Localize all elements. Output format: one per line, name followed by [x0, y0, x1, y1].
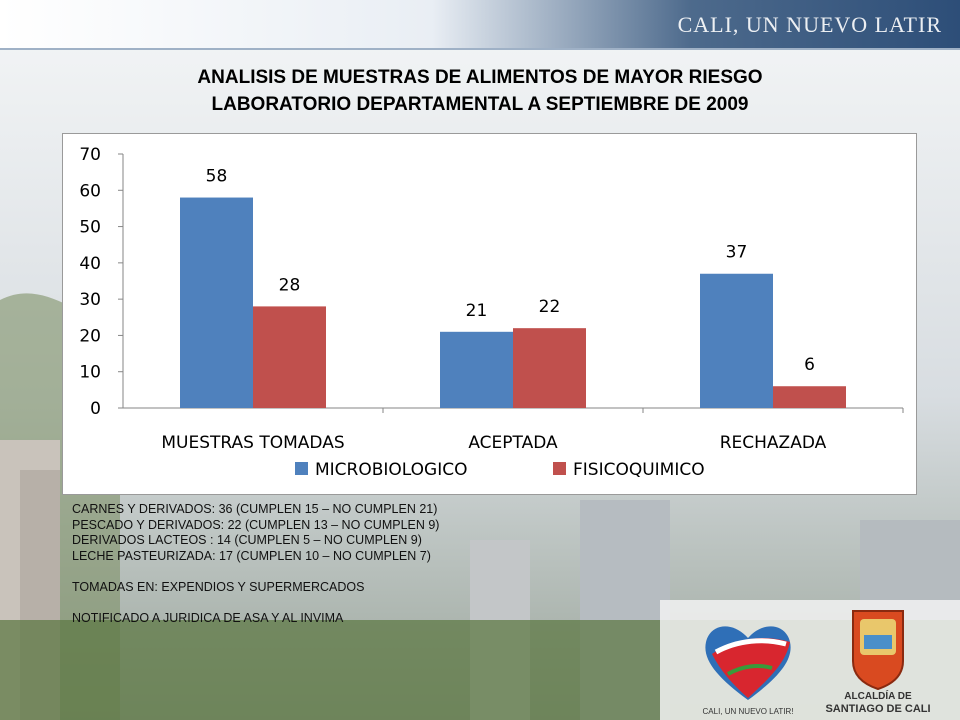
x-category-label: ACEPTADA: [468, 433, 558, 453]
data-label: 58: [206, 167, 228, 187]
title-line-1: ANALISIS DE MUESTRAS DE ALIMENTOS DE MAY…: [197, 67, 763, 88]
legend-swatch-microbiologico: [295, 462, 308, 475]
page-title: ANALISIS DE MUESTRAS DE ALIMENTOS DE MAY…: [60, 64, 900, 118]
legend-label: FISICOQUIMICO: [573, 460, 705, 480]
y-tick-label: 30: [79, 290, 101, 310]
note-line: DERIVADOS LACTEOS : 14 (CUMPLEN 5 – NO C…: [72, 533, 422, 547]
y-tick-label: 40: [79, 254, 101, 274]
seal-caption-2: SANTIAGO DE CALI: [825, 703, 930, 715]
note-line: LECHE PASTEURIZADA: 17 (CUMPLEN 10 – NO …: [72, 548, 431, 563]
alcaldia-seal-logo: ALCALDÍA DE SANTIAGO DE CALI: [825, 610, 931, 715]
y-tick-label: 50: [79, 218, 101, 238]
x-category-label: MUESTRAS TOMADAS: [161, 433, 344, 453]
cali-heart-logo: CALI, UN NUEVO LATIR!: [703, 626, 794, 716]
legend-swatch-fisicoquimico: [553, 462, 566, 475]
y-tick-label: 70: [79, 145, 101, 165]
y-tick-label: 0: [90, 399, 101, 419]
bar-microbiologico-2: [700, 273, 773, 408]
notes-block: CARNES Y DERIVADOS: 36 (CUMPLEN 15 – NO …: [72, 502, 632, 626]
y-tick-label: 20: [79, 326, 101, 346]
data-label: 21: [466, 301, 488, 321]
data-label: 28: [279, 275, 301, 295]
note-spacer: [72, 595, 632, 611]
note-spacer: [72, 564, 632, 580]
data-label: 22: [539, 297, 561, 317]
y-tick-label: 10: [79, 363, 101, 383]
heart-logo-caption: CALI, UN NUEVO LATIR!: [703, 707, 794, 716]
note-line: TOMADAS EN: EXPENDIOS Y SUPERMERCADOS: [72, 579, 365, 594]
seal-caption-1: ALCALDÍA DE: [844, 689, 912, 702]
banner-divider: [0, 48, 960, 50]
chart-panel: 0 10 20 30 40 50 60 70 58 28 MUESTRAS TOMADAS 21 22 A…: [62, 133, 917, 495]
note-line: PESCADO Y DERIVADOS: 22 (CUMPLEN 13 – NO…: [72, 517, 440, 532]
top-banner: [0, 0, 960, 48]
banner-slogan: CALI, UN NUEVO LATIR: [677, 12, 942, 37]
bar-chart: 0 10 20 30 40 50 60 70 58 28 MUESTRAS TOMADAS 21 22 A…: [79, 145, 904, 480]
bar-fisicoquimico-0: [253, 306, 326, 408]
title-line-2: LABORATORIO DEPARTAMENTAL A SEPTIEMBRE D…: [211, 94, 749, 115]
x-category-label: RECHAZADA: [720, 433, 827, 453]
bar-microbiologico-0: [180, 197, 253, 408]
y-tick-label: 60: [79, 181, 101, 201]
note-line: CARNES Y DERIVADOS: 36 (CUMPLEN 15 – NO …: [72, 502, 438, 516]
legend-label: MICROBIOLOGICO: [315, 460, 468, 480]
bar-microbiologico-1: [440, 331, 513, 408]
data-label: 37: [726, 243, 748, 263]
data-label: 6: [804, 355, 815, 375]
bar-fisicoquimico-1: [513, 328, 586, 408]
note-line: NOTIFICADO A JURIDICA DE ASA Y AL INVIMA: [72, 610, 344, 625]
bar-fisicoquimico-2: [773, 386, 846, 408]
